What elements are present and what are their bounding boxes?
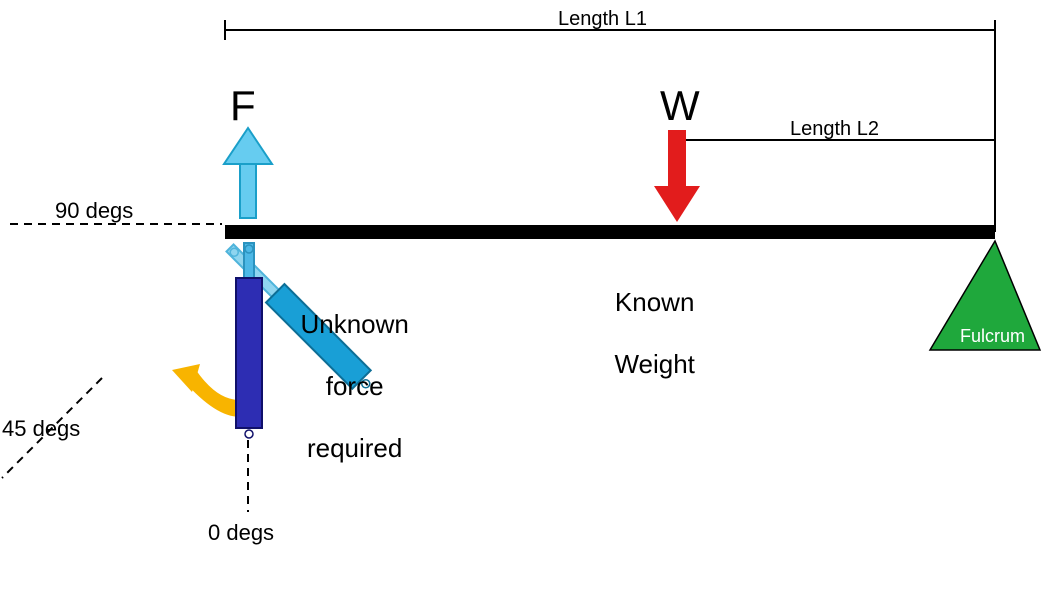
angle-45-label: 45 degs <box>2 416 80 442</box>
diagram-svg <box>0 0 1042 596</box>
known-weight-line1: Known <box>615 287 695 317</box>
force-f-letter: F <box>230 82 256 130</box>
known-weight-line2: Weight <box>614 349 694 379</box>
actuator-vert-body <box>236 278 262 428</box>
known-weight-label: Known Weight <box>600 256 695 380</box>
angle-90-label: 90 degs <box>55 198 133 224</box>
dim-l2-label: Length L2 <box>790 118 879 141</box>
dim-l1-label: Length L1 <box>558 8 647 31</box>
force-w-arrow-shaft <box>668 130 686 190</box>
force-f-arrow-shaft <box>240 160 256 218</box>
unknown-force-label: Unknown force required <box>286 278 409 464</box>
unknown-force-line1: Unknown <box>300 309 408 339</box>
fulcrum-label: Fulcrum <box>960 326 1025 347</box>
actuator-vert-eye-bot <box>245 430 253 438</box>
angle-0-label: 0 degs <box>208 520 274 546</box>
unknown-force-line2: force <box>326 371 384 401</box>
unknown-force-line3: required <box>307 433 402 463</box>
force-f-arrow-head <box>224 128 272 164</box>
force-w-arrow-head <box>654 186 700 222</box>
force-w-letter: W <box>660 82 700 130</box>
